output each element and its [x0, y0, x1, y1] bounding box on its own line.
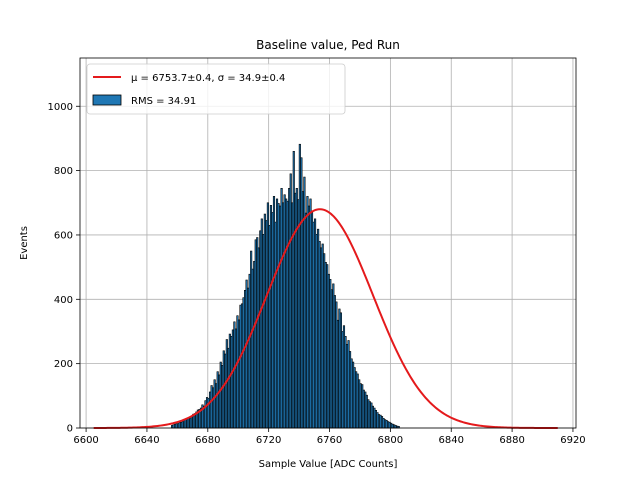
histogram-bars	[170, 143, 400, 429]
x-tick-label: 6840	[439, 435, 464, 446]
fit-curve-group	[93, 208, 558, 429]
x-tick-label: 6680	[195, 435, 220, 446]
plot-frame	[79, 57, 577, 429]
y-tick-label: 0	[67, 424, 73, 435]
x-tick-label: 6760	[317, 435, 342, 446]
x-tick-label: 6800	[378, 435, 403, 446]
y-tick-label: 1000	[48, 102, 73, 113]
x-tick-label: 6920	[560, 435, 585, 446]
grid	[80, 58, 576, 429]
x-axis-label: Sample Value [ADC Counts]	[259, 459, 398, 470]
y-tick-label: 800	[54, 166, 73, 177]
legend-fit-label: μ = 6753.7±0.4, σ = 34.9±0.4	[131, 73, 285, 84]
y-axis-label: Events	[19, 226, 30, 260]
x-tick-label: 6720	[256, 435, 281, 446]
legend-box	[86, 63, 346, 115]
x-tick-label: 6880	[499, 435, 524, 446]
legend-rms-label: RMS = 34.91	[131, 96, 196, 107]
x-axis-ticks: 6600 6640 6680 6720 6760 6800 6840 6880 6920	[73, 428, 586, 446]
y-axis-ticks: 0 200 400 600 800 1000	[48, 102, 80, 435]
y-tick-label: 200	[54, 359, 73, 370]
x-tick-label: 6640	[134, 435, 159, 446]
gaussian-fit-curve	[93, 208, 558, 429]
legend-rms-swatch	[92, 94, 122, 106]
chart-title: Baseline value, Ped Run	[256, 38, 400, 52]
legend: μ = 6753.7±0.4, σ = 34.9±0.4 RMS = 34.91	[86, 63, 346, 115]
x-tick-label: 6600	[73, 435, 98, 446]
y-tick-label: 400	[54, 295, 73, 306]
y-tick-label: 600	[54, 230, 73, 241]
